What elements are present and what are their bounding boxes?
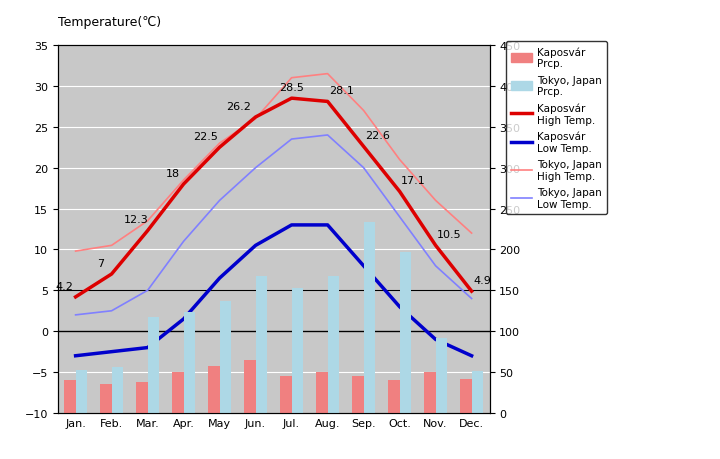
Text: 28.5: 28.5 [279, 83, 304, 93]
Bar [364, 222, 375, 413]
Bar [148, 318, 159, 413]
Text: Temperature(℃): Temperature(℃) [58, 16, 161, 28]
Text: 10.5: 10.5 [437, 230, 462, 240]
Text: 4.9: 4.9 [474, 275, 492, 285]
Bar [256, 276, 267, 413]
Text: 28.1: 28.1 [329, 86, 354, 96]
Bar [100, 385, 112, 413]
Bar [388, 381, 400, 413]
Bar [184, 312, 195, 413]
Bar [280, 376, 292, 413]
Bar [316, 372, 328, 413]
Text: 12.3: 12.3 [124, 215, 149, 225]
Bar [352, 376, 364, 413]
Text: 26.2: 26.2 [227, 101, 251, 112]
Bar [292, 288, 303, 413]
Legend: Kaposvár
Prcp., Tokyo, Japan
Prcp., Kaposvár
High Temp., Kaposvár
Low Temp., Tok: Kaposvár Prcp., Tokyo, Japan Prcp., Kapo… [505, 42, 607, 214]
Text: 4.2: 4.2 [55, 281, 73, 291]
Bar [208, 366, 220, 413]
Bar [172, 372, 184, 413]
Bar [220, 301, 231, 413]
Bar [64, 381, 76, 413]
Bar [136, 382, 148, 413]
Bar [400, 252, 411, 413]
Bar [76, 371, 87, 413]
Bar [244, 360, 256, 413]
Text: 22.5: 22.5 [193, 132, 218, 141]
Bar [424, 372, 436, 413]
Bar [472, 371, 483, 413]
Text: 7: 7 [97, 258, 104, 268]
Text: 17.1: 17.1 [401, 176, 426, 185]
Text: 22.6: 22.6 [365, 131, 390, 141]
Bar [436, 338, 447, 413]
Bar [112, 367, 123, 413]
Text: 18: 18 [166, 168, 179, 178]
Bar [328, 276, 339, 413]
Bar [460, 379, 472, 413]
